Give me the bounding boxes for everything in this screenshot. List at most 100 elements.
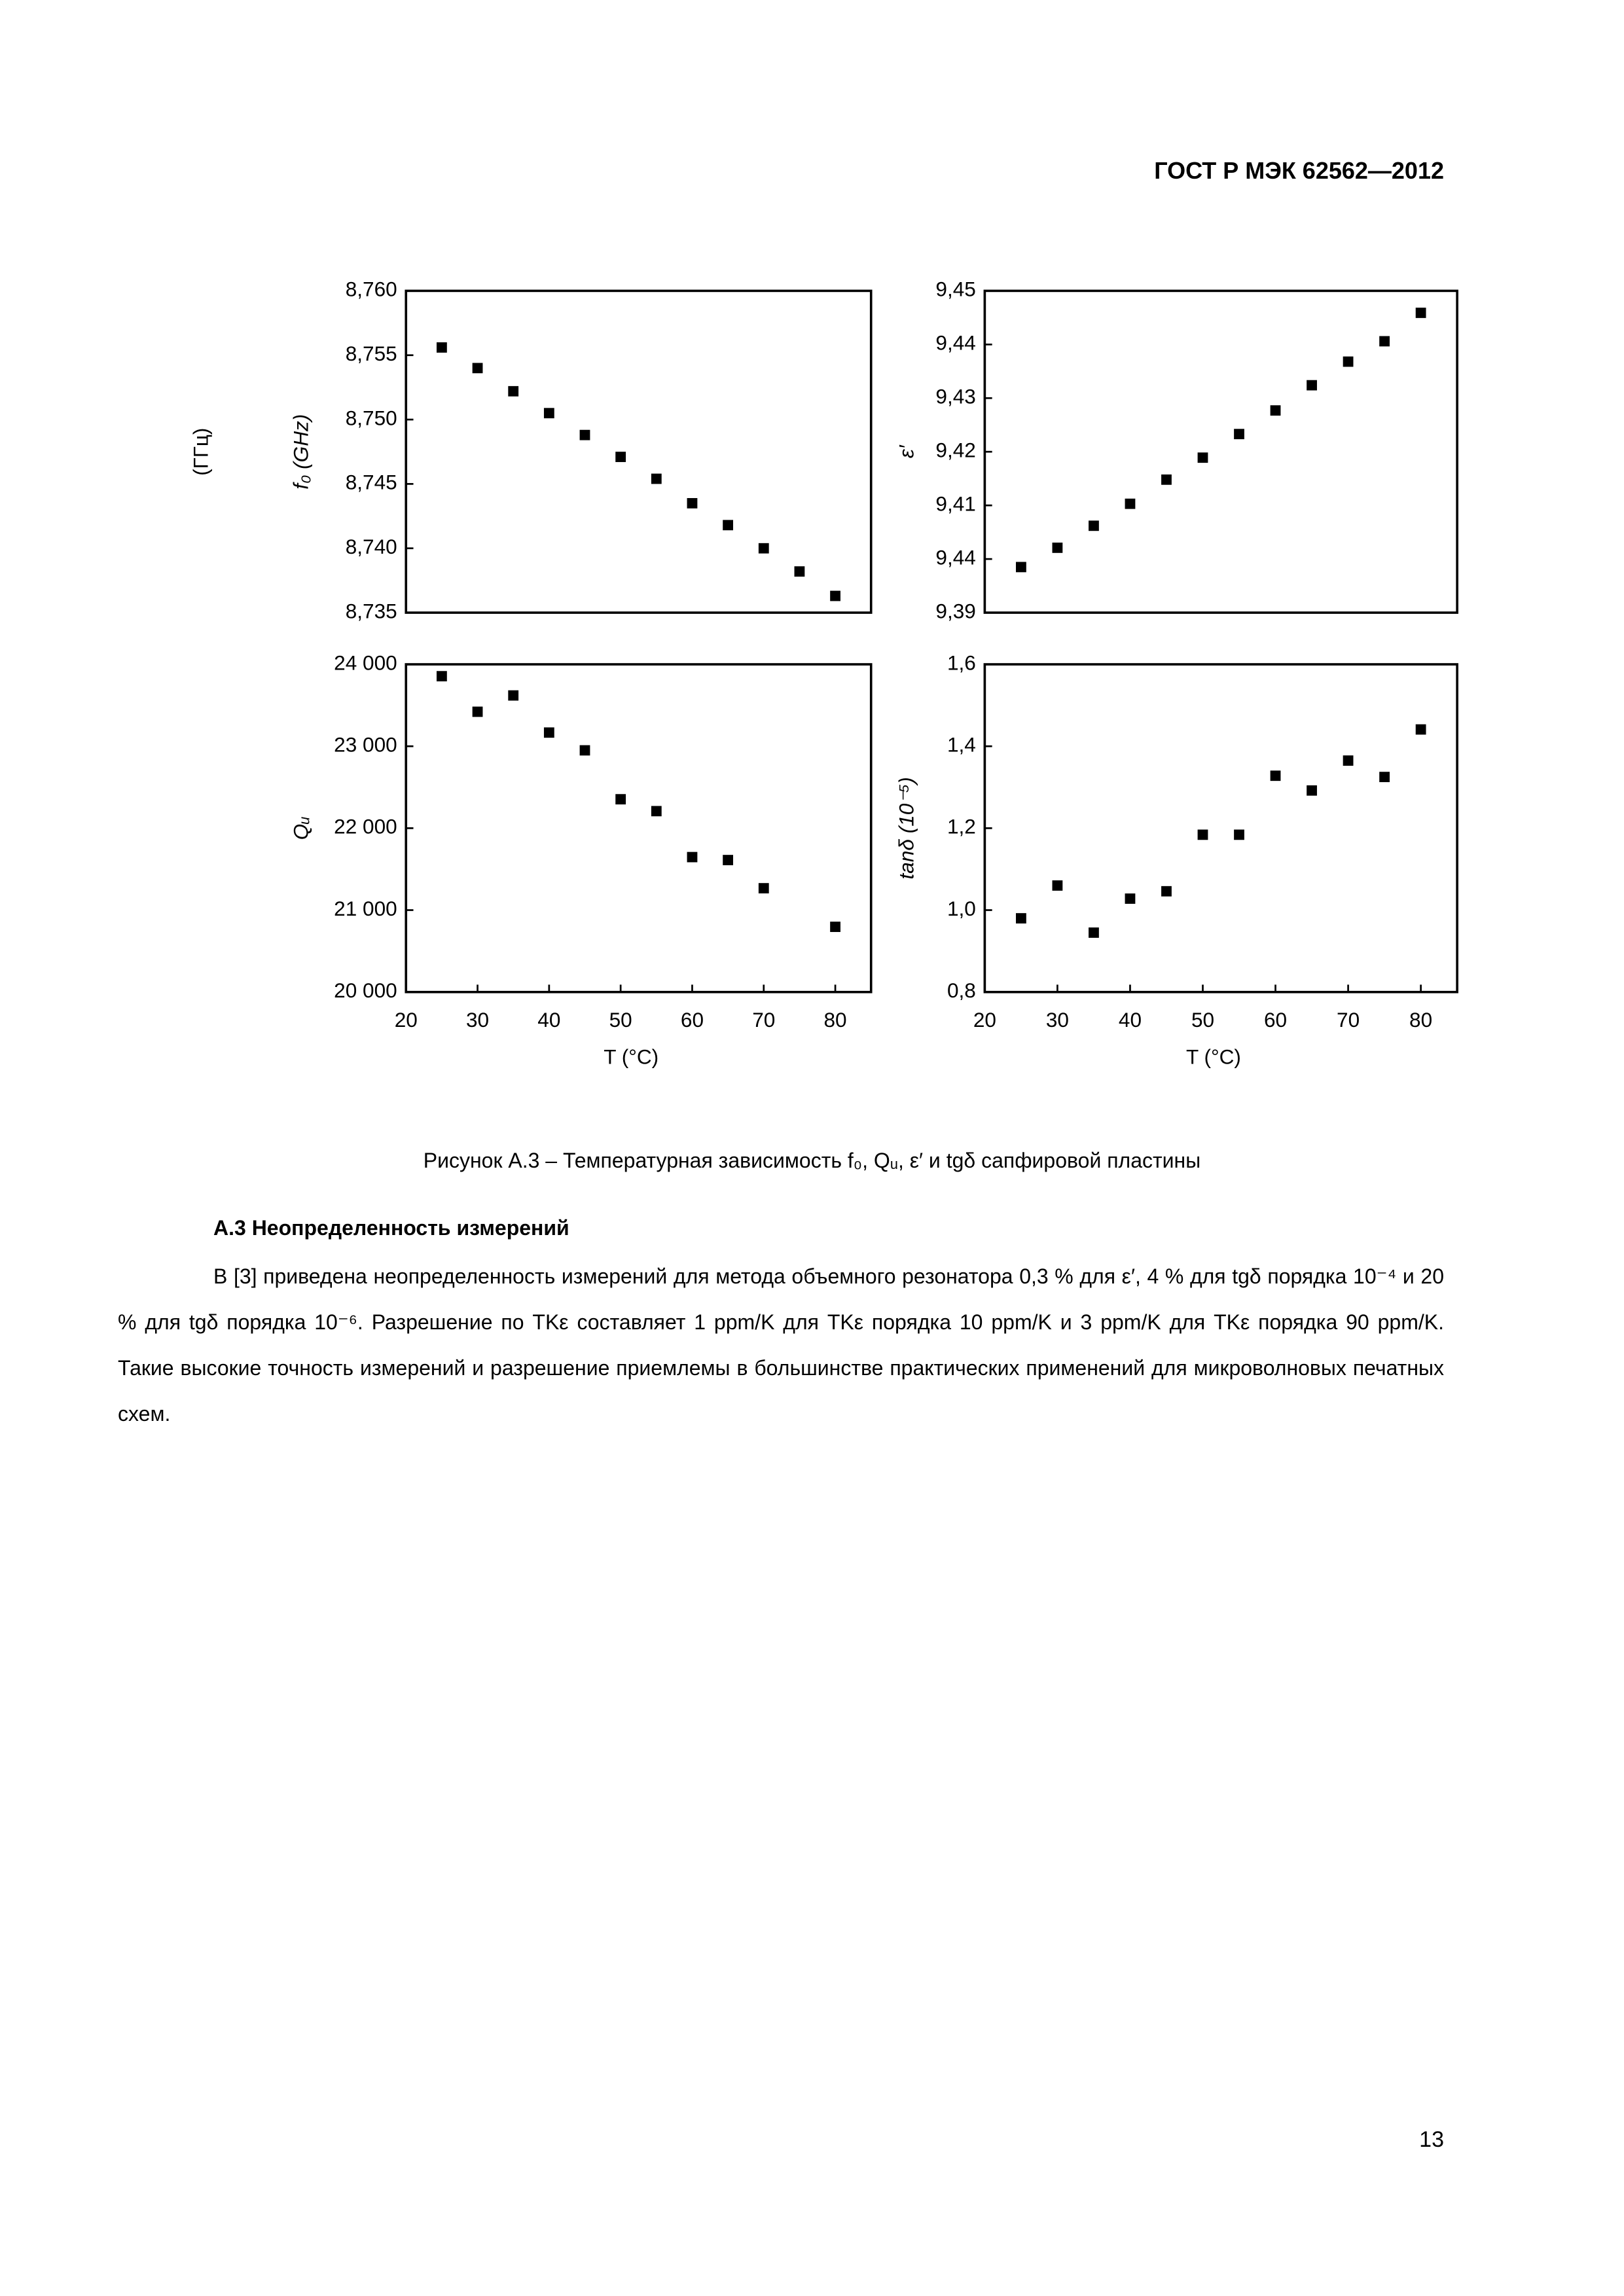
x-tick-label: 30 bbox=[466, 1008, 489, 1031]
x-tick-label: 70 bbox=[1337, 1008, 1360, 1031]
data-point bbox=[1379, 772, 1390, 783]
data-point bbox=[1415, 724, 1426, 735]
x-tick-label: 60 bbox=[1264, 1008, 1287, 1031]
x-axis-label: T (°C) bbox=[1186, 1045, 1241, 1069]
data-point bbox=[437, 342, 447, 353]
data-point bbox=[1161, 474, 1172, 485]
y-tick-label: 1,0 bbox=[947, 897, 976, 920]
data-point bbox=[1343, 356, 1354, 367]
x-tick-label: 60 bbox=[681, 1008, 704, 1031]
data-point bbox=[579, 429, 590, 440]
data-point bbox=[543, 408, 554, 419]
y-tick-label: 8,735 bbox=[346, 599, 397, 622]
data-point bbox=[437, 671, 447, 682]
data-point bbox=[1125, 893, 1136, 904]
data-point bbox=[794, 566, 805, 577]
y-tick-label: 21 000 bbox=[334, 897, 397, 920]
data-point bbox=[1125, 498, 1136, 509]
plot-frame bbox=[983, 663, 1458, 994]
y-tick-label: 1,4 bbox=[947, 733, 976, 757]
data-point bbox=[615, 452, 626, 462]
data-point bbox=[1089, 520, 1099, 531]
y-tick-label: 8,755 bbox=[346, 342, 397, 365]
y-axis-label: tanδ (10⁻⁵) bbox=[894, 777, 918, 879]
x-tick-label: 40 bbox=[1119, 1008, 1142, 1031]
y-tick-label: 8,745 bbox=[346, 471, 397, 494]
y-axis-label: ε′ bbox=[894, 444, 918, 458]
y-tick-label: 8,760 bbox=[346, 278, 397, 301]
x-tick-label: 70 bbox=[752, 1008, 775, 1031]
data-point bbox=[1234, 829, 1244, 840]
y-axis-label: f₀ (GHz) bbox=[289, 414, 313, 490]
data-point bbox=[687, 852, 698, 863]
header: ГОСТ Р МЭК 62562—2012 bbox=[1154, 157, 1444, 184]
data-point bbox=[1307, 785, 1317, 796]
data-point bbox=[579, 745, 590, 756]
data-point bbox=[1343, 755, 1354, 766]
data-point bbox=[1197, 452, 1208, 463]
data-point bbox=[472, 706, 483, 717]
data-point bbox=[1089, 927, 1099, 938]
x-tick-label: 30 bbox=[1046, 1008, 1069, 1031]
data-point bbox=[758, 883, 769, 894]
data-point bbox=[543, 727, 554, 738]
data-point bbox=[472, 363, 483, 374]
y-axis-label: Qᵤ bbox=[289, 816, 313, 840]
caption: Рисунок А.3 – Температурная зависимость … bbox=[423, 1149, 1201, 1172]
data-point bbox=[758, 543, 769, 554]
data-point bbox=[651, 473, 662, 484]
data-point bbox=[687, 497, 698, 509]
x-axis-label: T (°C) bbox=[604, 1045, 659, 1069]
page-number: 13 bbox=[1419, 2127, 1444, 2152]
y-tick-label: 24 000 bbox=[334, 651, 397, 674]
data-point bbox=[1270, 770, 1281, 781]
data-point bbox=[1234, 429, 1244, 440]
y-tick-label: 9,42 bbox=[935, 439, 975, 462]
y-tick-label: 1,2 bbox=[947, 815, 976, 838]
data-point bbox=[615, 794, 626, 805]
data-point bbox=[651, 806, 662, 817]
section-title: А.3 Неопределенность измерений bbox=[213, 1216, 569, 1240]
y-tick-label: 9,45 bbox=[935, 278, 975, 301]
x-tick-label: 20 bbox=[973, 1008, 996, 1031]
data-point bbox=[1379, 336, 1390, 347]
y-tick-label: 20 000 bbox=[334, 978, 397, 1002]
y-tick-label: 1,6 bbox=[947, 651, 976, 674]
data-point bbox=[1016, 913, 1026, 924]
data-point bbox=[1052, 543, 1063, 553]
y-tick-label: 8,740 bbox=[346, 535, 397, 558]
y-tick-label: 9,41 bbox=[935, 492, 975, 516]
data-point bbox=[723, 520, 734, 531]
x-tick-label: 50 bbox=[1191, 1008, 1214, 1031]
data-point bbox=[830, 922, 840, 932]
x-tick-label: 80 bbox=[1409, 1008, 1432, 1031]
data-point bbox=[1415, 308, 1426, 318]
data-point bbox=[508, 386, 519, 397]
x-tick-label: 80 bbox=[824, 1008, 847, 1031]
data-point bbox=[1270, 405, 1281, 416]
y-tick-label: 9,44 bbox=[935, 331, 975, 355]
y-tick-label: 22 000 bbox=[334, 815, 397, 838]
data-point bbox=[1016, 562, 1026, 573]
data-point bbox=[723, 855, 734, 865]
y-tick-label: 8,750 bbox=[346, 406, 397, 429]
data-point bbox=[1197, 829, 1208, 840]
data-point bbox=[1307, 380, 1317, 391]
x-tick-label: 50 bbox=[609, 1008, 632, 1031]
paragraph: В [3] приведена неопределенность измерен… bbox=[118, 1265, 1444, 1426]
y-axis-unit: (ГГц) bbox=[189, 428, 212, 476]
y-tick-label: 23 000 bbox=[334, 733, 397, 757]
x-tick-label: 40 bbox=[537, 1008, 560, 1031]
y-tick-label: 9,39 bbox=[935, 599, 975, 622]
y-tick-label: 9,44 bbox=[935, 545, 975, 569]
data-point bbox=[1161, 886, 1172, 897]
y-tick-label: 9,43 bbox=[935, 385, 975, 408]
plot-frame bbox=[405, 289, 873, 614]
data-point bbox=[508, 690, 519, 701]
y-tick-label: 0,8 bbox=[947, 978, 976, 1002]
data-point bbox=[830, 590, 840, 601]
x-tick-label: 20 bbox=[395, 1008, 418, 1031]
data-point bbox=[1052, 880, 1063, 891]
